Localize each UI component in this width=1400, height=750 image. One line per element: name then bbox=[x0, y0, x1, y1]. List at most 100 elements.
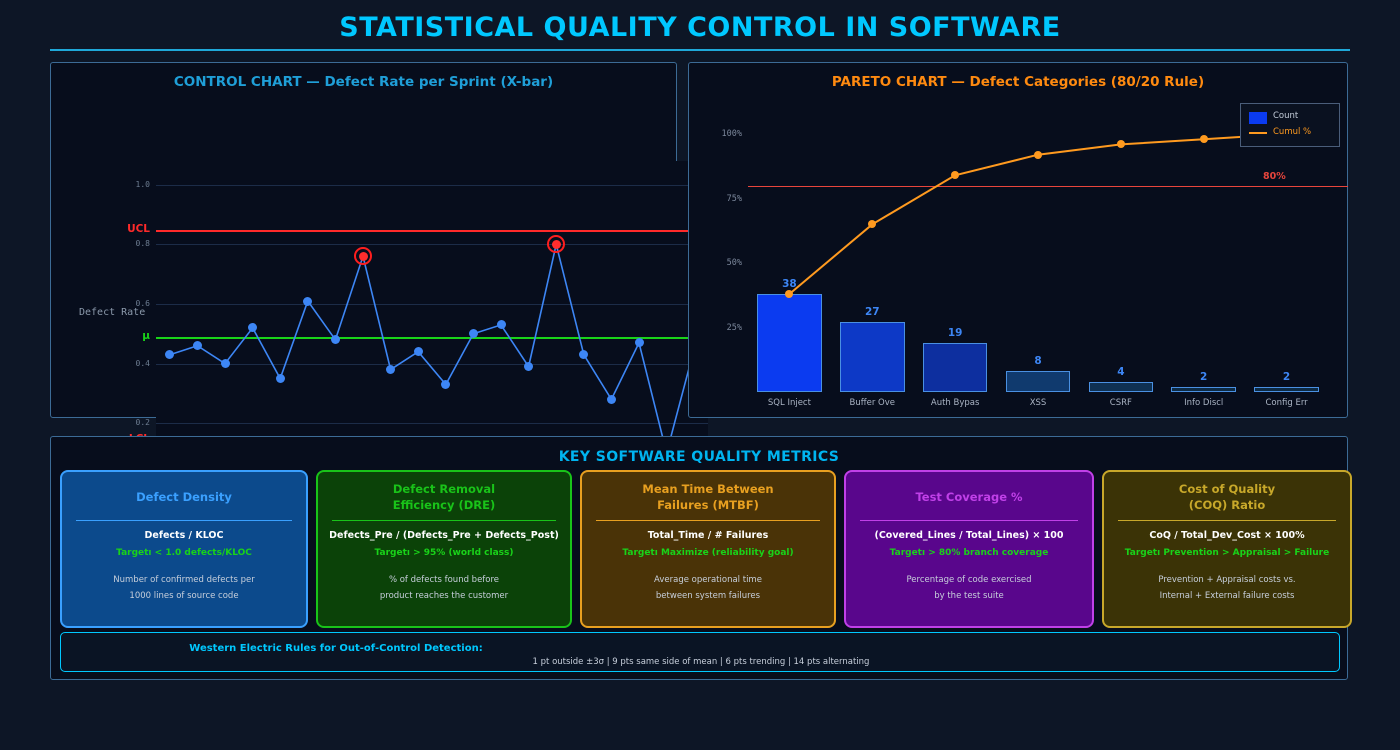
pareto-bar[interactable] bbox=[1088, 381, 1154, 392]
metric-card-title: Cost of Quality (COQ) Ratio bbox=[1178, 482, 1276, 512]
pareto-cumulative-point[interactable] bbox=[785, 289, 794, 298]
control-chart-panel: CONTROL CHART — Defect Rate per Sprint (… bbox=[50, 62, 708, 486]
metric-card-title: Mean Time Between Failures (MTBF) bbox=[642, 482, 774, 512]
footer-rules-text: 1 pt outside ±3σ | 9 pts same side of me… bbox=[532, 657, 870, 667]
pareto-legend: Count Cumul % bbox=[1240, 103, 1340, 147]
control-chart-mean-line bbox=[156, 336, 708, 339]
pareto-bar[interactable] bbox=[1254, 386, 1319, 392]
metric-card-formula: Defects_Pre / (Defects_Pre + Defects_Pos… bbox=[329, 530, 559, 541]
control-chart-y-tick: 0.6 bbox=[135, 299, 150, 309]
control-chart-ucl-line bbox=[156, 230, 708, 233]
pareto-y-tick: 100% bbox=[721, 129, 742, 140]
metric-card-title: Defect Removal Efficiency (DRE) bbox=[392, 482, 496, 512]
metric-card[interactable]: Defect Removal Efficiency (DRE) Defects_Pr… bbox=[316, 470, 572, 628]
legend-count-swatch bbox=[1249, 112, 1267, 124]
control-chart-data-point[interactable] bbox=[303, 296, 313, 306]
pareto-bar-value: 2 bbox=[1200, 370, 1208, 383]
metric-card-description: Number of confirmed defects per 1000 line… bbox=[113, 575, 255, 601]
control-chart-ucl-label: UCL bbox=[127, 223, 150, 236]
pareto-cumulative-point[interactable] bbox=[951, 171, 960, 180]
metric-card-formula: Total_Time / # Failures bbox=[647, 530, 769, 541]
pareto-category-label: Auth Bypas bbox=[930, 398, 980, 408]
pareto-bar[interactable] bbox=[1171, 386, 1237, 392]
control-chart-y-tick: 0.8 bbox=[135, 239, 150, 249]
pareto-chart-plot-area: 100% 75% 50% 25% 38 SQL Inject 27 Buffer Ove 19 A… bbox=[722, 116, 1348, 408]
page-title: STATISTICAL QUALITY CONTROL IN SOFTWARE bbox=[339, 12, 1061, 43]
control-chart-gridline bbox=[156, 304, 708, 306]
pareto-category-label: XSS bbox=[1029, 398, 1047, 408]
pareto-y-tick: 50% bbox=[726, 258, 742, 269]
pareto-bar-value: 4 bbox=[1117, 365, 1125, 378]
legend-cumul-line bbox=[1249, 132, 1267, 134]
pareto-category-label: Info Discl bbox=[1184, 398, 1224, 408]
footer-title: Western Electric Rules for Out-of-Contro… bbox=[189, 643, 483, 654]
pareto-bar[interactable] bbox=[757, 293, 822, 392]
pareto-bar-value: 19 bbox=[947, 326, 963, 339]
metric-card-description: Average operational time between system f… bbox=[654, 575, 762, 601]
metric-card-formula: (Covered_Lines / Total_Lines) × 100 bbox=[874, 530, 1064, 541]
pareto-y-tick: 75% bbox=[726, 193, 742, 204]
metrics-panel-title: KEY SOFTWARE QUALITY METRICS bbox=[558, 449, 840, 465]
pareto-cumulative-point[interactable] bbox=[1116, 140, 1125, 149]
pareto-bar[interactable] bbox=[839, 322, 905, 392]
control-chart-data-point[interactable] bbox=[496, 320, 506, 330]
control-chart-data-point[interactable] bbox=[524, 362, 534, 372]
metric-card-target: Targetı Prevention > Appraisal > Failure bbox=[1124, 548, 1330, 558]
pareto-cumulative-point[interactable] bbox=[1199, 135, 1208, 144]
pareto-cumulative-point[interactable] bbox=[1034, 150, 1042, 159]
control-chart-out-of-control-point[interactable] bbox=[551, 239, 561, 249]
pareto-category-label: Config Err bbox=[1265, 398, 1308, 408]
control-chart-y-tick: 1.0 bbox=[135, 179, 150, 189]
control-chart-data-point[interactable] bbox=[634, 338, 644, 348]
pareto-threshold-label: 80% bbox=[1263, 170, 1286, 182]
control-chart-out-of-control-ring bbox=[354, 247, 372, 266]
control-chart-data-point[interactable] bbox=[165, 350, 175, 360]
metric-card[interactable]: Mean Time Between Failures (MTBF) Total_Ti… bbox=[580, 470, 836, 628]
control-chart-data-point[interactable] bbox=[441, 379, 451, 389]
control-chart-gridline bbox=[156, 363, 708, 365]
control-chart-y-tick: 0.2 bbox=[135, 418, 150, 428]
metric-card[interactable]: Cost of Quality (COQ) Ratio CoQ / Total_De… bbox=[1102, 470, 1352, 628]
control-chart-y-axis-label: Defect Rate bbox=[79, 307, 146, 318]
metric-card-title: Test Coverage % bbox=[915, 490, 1023, 504]
control-chart-gridline bbox=[156, 244, 708, 246]
metric-card[interactable]: Defect Density Defects / KLOC Targetı < 1.… bbox=[60, 470, 308, 628]
metric-card-divider bbox=[1118, 520, 1336, 521]
control-chart-data-point[interactable] bbox=[248, 323, 258, 333]
control-chart-data-point[interactable] bbox=[220, 359, 230, 369]
pareto-bar-value: 8 bbox=[1034, 355, 1042, 368]
control-chart-data-point[interactable] bbox=[275, 374, 285, 383]
control-chart-data-point[interactable] bbox=[579, 350, 589, 360]
legend-count-label: Count bbox=[1273, 111, 1299, 121]
control-chart-gridline bbox=[156, 184, 708, 186]
control-chart-out-of-control-point[interactable] bbox=[358, 251, 368, 261]
pareto-bar-value: 2 bbox=[1282, 370, 1291, 383]
page-header: STATISTICAL QUALITY CONTROL IN SOFTWARE bbox=[0, 0, 1400, 54]
pareto-threshold-line bbox=[748, 185, 1348, 187]
legend-cumul-label: Cumul % bbox=[1273, 127, 1312, 137]
pareto-bar[interactable] bbox=[922, 343, 988, 392]
metric-card-target: Targetı > 95% (world class) bbox=[374, 548, 514, 558]
metric-card-target: Targetı Maximize (reliability goal) bbox=[622, 548, 794, 558]
control-chart-data-point[interactable] bbox=[330, 335, 340, 345]
pareto-bar[interactable] bbox=[1005, 371, 1071, 392]
metric-card-description: Percentage of code exercised by the test … bbox=[906, 575, 1032, 601]
pareto-bar-value: 38 bbox=[782, 277, 797, 290]
control-chart-data-point[interactable] bbox=[386, 365, 396, 375]
metric-card-divider bbox=[332, 520, 556, 521]
metric-card-description: % of defects found before product reaches… bbox=[379, 575, 509, 601]
control-chart-out-of-control-ring bbox=[547, 235, 566, 254]
pareto-chart-title: PARETO CHART — Defect Categories (80/20 … bbox=[831, 74, 1205, 90]
pareto-category-label: CSRF bbox=[1109, 398, 1132, 408]
control-chart-data-point[interactable] bbox=[192, 341, 202, 351]
control-chart-data-point[interactable] bbox=[413, 347, 423, 357]
metric-card-formula: Defects / KLOC bbox=[144, 530, 224, 541]
control-chart-y-tick: 0.4 bbox=[135, 358, 150, 368]
pareto-y-tick: 25% bbox=[726, 322, 742, 333]
pareto-cumulative-point[interactable] bbox=[868, 220, 877, 229]
control-chart-title: CONTROL CHART — Defect Rate per Sprint (… bbox=[173, 74, 554, 90]
control-chart-data-point[interactable] bbox=[468, 329, 478, 339]
control-chart-data-point[interactable] bbox=[606, 394, 616, 404]
pareto-category-label: SQL Inject bbox=[767, 398, 811, 408]
metric-card[interactable]: Test Coverage % (Covered_Lines / Total_Li… bbox=[844, 470, 1094, 628]
